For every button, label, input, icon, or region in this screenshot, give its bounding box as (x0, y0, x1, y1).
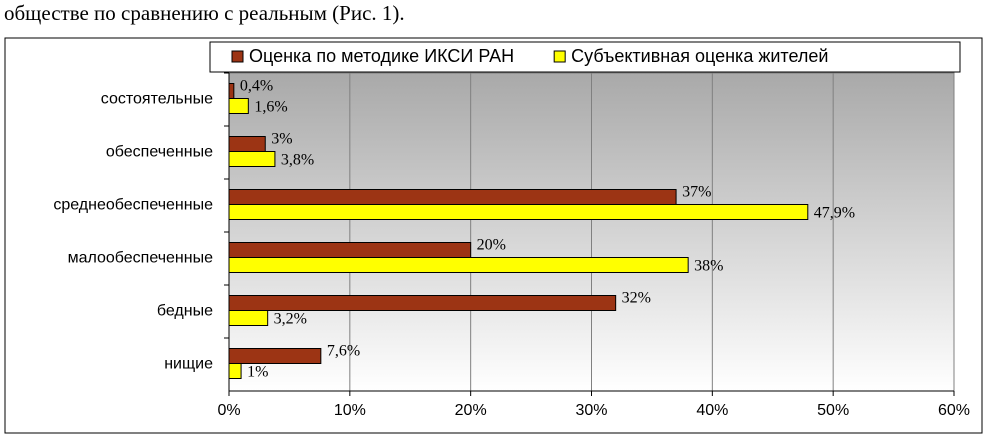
y-tick-label: обеспеченные (106, 144, 213, 161)
value-label: 20% (477, 237, 506, 254)
bar (228, 310, 269, 326)
legend-swatch (231, 50, 244, 63)
legend-label: Оценка по методике ИКСИ РАН (249, 46, 514, 66)
bar (228, 189, 677, 205)
x-tick-label: 30% (575, 402, 607, 419)
value-label: 1,6% (254, 99, 287, 116)
value-label: 7,6% (327, 343, 360, 360)
x-tick-label: 0% (217, 402, 240, 419)
y-tick-label: нищие (164, 356, 213, 373)
x-tick-label: 40% (696, 402, 728, 419)
bar (228, 98, 249, 114)
bar (228, 136, 266, 152)
bar (228, 363, 242, 379)
x-tick-label: 20% (455, 402, 487, 419)
bar (228, 242, 472, 258)
value-label: 47,9% (814, 205, 855, 222)
bar (228, 295, 617, 311)
bar (228, 151, 276, 167)
y-tick-label: состоятельные (101, 91, 213, 108)
value-label: 37% (682, 184, 711, 201)
value-label: 3,2% (274, 311, 307, 328)
x-tick-label: 50% (817, 402, 849, 419)
value-label: 3,8% (281, 152, 314, 169)
bar (228, 83, 235, 99)
value-label: 38% (694, 258, 723, 275)
value-label: 3% (271, 131, 292, 148)
body-text: обществе по сравнению с реальным (Рис. 1… (4, 1, 405, 25)
value-label: 32% (622, 290, 651, 307)
x-tick-label: 60% (938, 402, 970, 419)
y-tick-label: бедные (157, 303, 213, 320)
bar (228, 348, 322, 364)
y-tick-label: малообеспеченные (68, 250, 214, 267)
legend-label: Субъективная оценка жителей (571, 46, 828, 66)
bar (228, 257, 689, 273)
value-label: 1% (247, 364, 268, 381)
y-tick-label: среднеобеспеченные (53, 197, 213, 214)
legend (209, 41, 961, 73)
x-tick-label: 10% (334, 402, 366, 419)
bar (228, 204, 809, 220)
value-label: 0,4% (240, 78, 273, 95)
legend-swatch (553, 50, 566, 63)
